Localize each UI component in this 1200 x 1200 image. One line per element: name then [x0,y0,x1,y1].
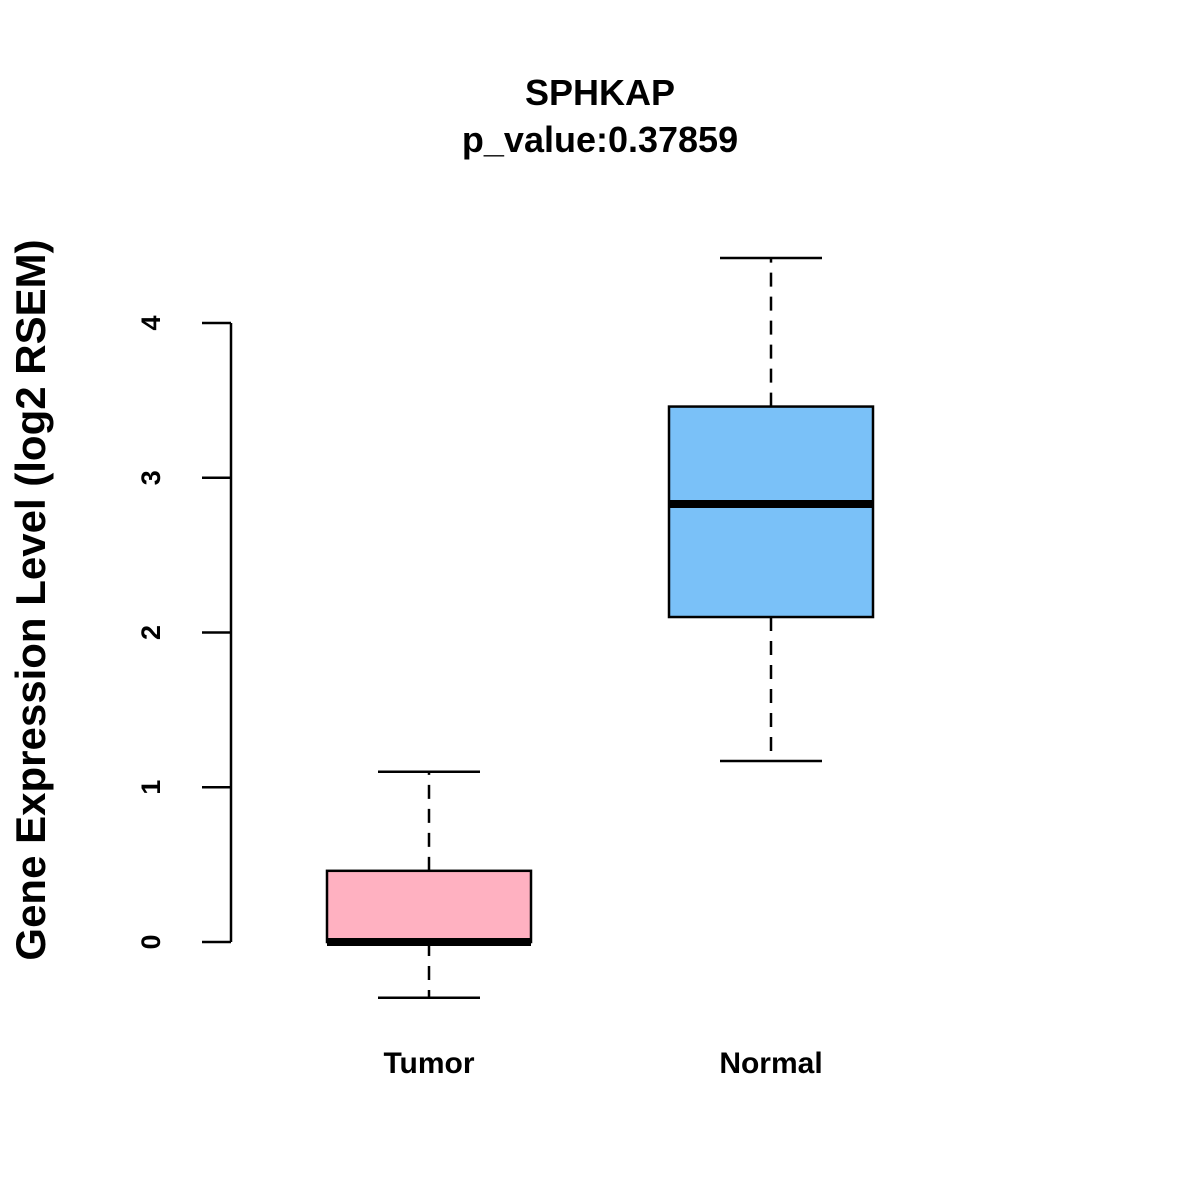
chart-title: SPHKAP [525,72,675,113]
y-tick-label: 3 [136,470,166,485]
x-tick-label: Tumor [383,1047,474,1080]
chart-subtitle: p_value:0.37859 [462,119,738,160]
x-tick-label: Normal [719,1047,822,1080]
y-axis-label: Gene Expression Level (log2 RSEM) [7,239,54,960]
y-tick-label: 2 [136,625,166,640]
x-axis-labels: Tumor Normal [383,1047,822,1080]
y-tick-label: 0 [136,934,166,949]
y-axis: 0 1 2 3 4 [136,315,233,950]
y-tick-label: 4 [136,315,166,330]
boxes-group [325,256,875,999]
y-tick-label: 1 [136,780,166,795]
box [667,405,875,619]
box [325,869,533,944]
